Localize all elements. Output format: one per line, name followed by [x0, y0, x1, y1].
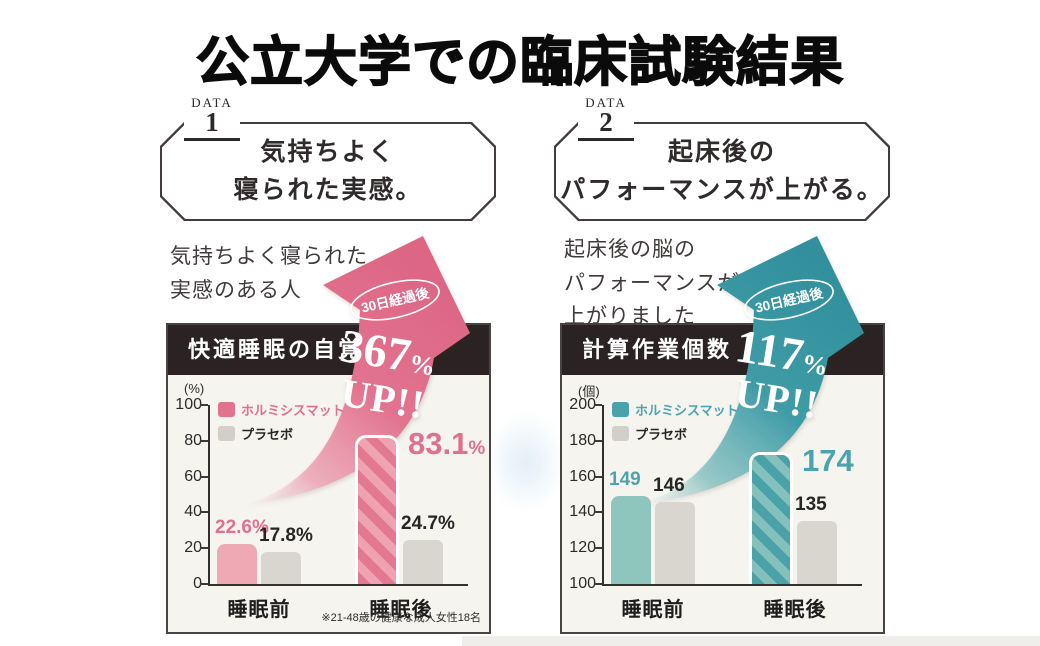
x-axis-line: [208, 584, 468, 586]
y-tick-mark: [200, 583, 208, 585]
data2-description: 起床後の脳の パフォーマンスが 上がりました: [564, 233, 740, 334]
data2-description-line1: 起床後の脳の: [564, 237, 696, 261]
y-tick-label: 100: [569, 575, 596, 592]
bar-睡眠前-ホルミシスマット: [217, 543, 257, 584]
data1-badge-number: 1: [184, 109, 240, 141]
value-label: 135: [795, 494, 827, 516]
y-tick-label: 80: [184, 431, 202, 449]
bar-睡眠後-プラセボ: [797, 521, 837, 584]
bar-睡眠後-プラセボ: [403, 539, 443, 584]
y-tick-label: 100: [175, 396, 202, 413]
y-tick-mark: [594, 511, 602, 514]
data2-headline-line2: パフォーマンスが上がる。: [560, 176, 884, 204]
data2-headline-box: 起床後の パフォーマンスが上がる。: [554, 122, 890, 221]
data1-headline: 気持ちよく 寝られた実感。: [160, 122, 496, 221]
y-axis-unit: (%): [184, 381, 205, 396]
y-tick-mark: [594, 583, 602, 585]
data2-badge-label: DATA: [585, 95, 627, 110]
y-tick-label: 40: [184, 503, 202, 521]
y-tick-label: 120: [569, 539, 596, 557]
y-tick-mark: [594, 475, 602, 478]
y-axis-line: [208, 405, 210, 584]
y-axis-unit: (個): [578, 384, 600, 399]
y-tick-mark: [594, 439, 602, 442]
x-axis-line: [602, 584, 862, 586]
category-label-睡眠前: 睡眠前: [227, 599, 291, 621]
value-label-highlight: 174: [802, 442, 854, 478]
legend-item: プラセボ: [612, 421, 739, 445]
y-tick-mark: [200, 511, 208, 514]
legend-label: プラセボ: [241, 426, 294, 442]
value-label: 24.7%: [401, 512, 455, 534]
y-tick-label: 180: [569, 431, 596, 449]
data2-description-line3: 上がりました: [564, 304, 696, 329]
chart-legend: ホルミシスマット プラセボ: [612, 397, 739, 445]
legend-label: ホルミシスマット: [635, 402, 739, 418]
category-label-睡眠前: 睡眠前: [621, 599, 685, 621]
increase-value: 117%: [732, 320, 833, 386]
legend-label: ホルミシスマット: [241, 402, 345, 418]
y-tick-mark: [200, 404, 208, 406]
y-tick-mark: [200, 547, 208, 550]
legend-swatch: [218, 401, 235, 417]
data1-section: DATA 1 気持ちよく 寝られた実感。 気持ちよく寝られた 実感のある人: [158, 0, 503, 646]
y-tick-label: 160: [569, 467, 596, 485]
y-tick-mark: [200, 475, 208, 478]
data2-description-line2: パフォーマンスが: [564, 270, 740, 295]
data1-badge-label: DATA: [191, 95, 233, 110]
data2-section: DATA 2 起床後の パフォーマンスが上がる。 起床後の脳の パフォーマンスが…: [552, 0, 897, 646]
data2-badge-number: 2: [578, 109, 634, 141]
arrow-body: [632, 236, 864, 506]
arrow-body: [238, 236, 470, 506]
chart-footnote: ※21-48歳の健康な成人女性18名: [321, 612, 481, 624]
category-label-睡眠後: 睡眠後: [763, 599, 827, 621]
bar-睡眠前-プラセボ: [261, 552, 301, 584]
data1-description-line2: 実感のある人: [170, 277, 302, 302]
legend-label: プラセボ: [635, 426, 688, 442]
value-label: 149: [609, 469, 641, 491]
legend-item: プラセボ: [218, 421, 345, 445]
chart-legend: ホルミシスマット プラセボ: [218, 397, 345, 445]
bar-睡眠後-ホルミシスマット: [749, 451, 793, 584]
y-tick-mark: [200, 439, 208, 442]
page-title: 公立大学での臨床試験結果: [195, 32, 844, 93]
data1-description: 気持ちよく寝られた 実感のある人: [170, 240, 368, 307]
legend-swatch: [612, 425, 629, 441]
data1-description-line1: 気持ちよく寝られた: [170, 244, 368, 268]
y-tick-label: 20: [184, 539, 202, 557]
background-strip: [462, 636, 1040, 646]
growth-arrow-teal: 30日経過後 117% UP!!: [632, 236, 864, 506]
value-label: 146: [653, 474, 685, 496]
y-tick-label: 0: [193, 575, 202, 592]
background-smudge: [486, 412, 566, 512]
data1-headline-line1: 気持ちよく: [260, 139, 396, 166]
data2-badge: DATA 2: [578, 96, 634, 141]
y-tick-label: 60: [184, 467, 202, 485]
y-tick-mark: [594, 547, 602, 550]
legend-item: ホルミシスマット: [612, 397, 739, 421]
data1-badge: DATA 1: [184, 96, 240, 141]
calc-chart-plot: (個) 200 180 160 140 120 100 149 146 睡眠前 174 135 睡眠後 ホ…: [562, 375, 883, 632]
legend-item: ホルミシスマット: [218, 397, 345, 421]
legend-swatch: [218, 425, 235, 441]
growth-arrow-pink: 30日経過後 367% UP!!: [238, 236, 470, 506]
data1-headline-line2: 寝られた実感。: [233, 176, 423, 204]
category-label-睡眠後: 睡眠後: [369, 599, 433, 621]
bar-睡眠前-プラセボ: [655, 501, 695, 584]
y-tick-mark: [594, 404, 602, 406]
value-label: 22.6%: [215, 516, 269, 538]
bar-睡眠前-ホルミシスマット: [611, 496, 651, 584]
sleep-chart-plot: (%) 100 80 60 40 20 0 22.6% 17.8% 睡眠前 83.1% 24.7% 睡眠…: [168, 375, 489, 632]
legend-swatch: [612, 401, 629, 417]
value-label: 17.8%: [259, 525, 313, 547]
bar-睡眠後-ホルミシスマット: [355, 435, 399, 584]
y-axis-line: [602, 405, 604, 584]
data2-headline-line1: 起床後の: [667, 139, 776, 166]
y-tick-label: 140: [569, 503, 596, 521]
increase-value: 367%: [337, 320, 440, 386]
data2-headline: 起床後の パフォーマンスが上がる。: [554, 122, 890, 221]
y-tick-label: 200: [569, 396, 596, 413]
value-label-highlight: 83.1%: [408, 426, 486, 462]
